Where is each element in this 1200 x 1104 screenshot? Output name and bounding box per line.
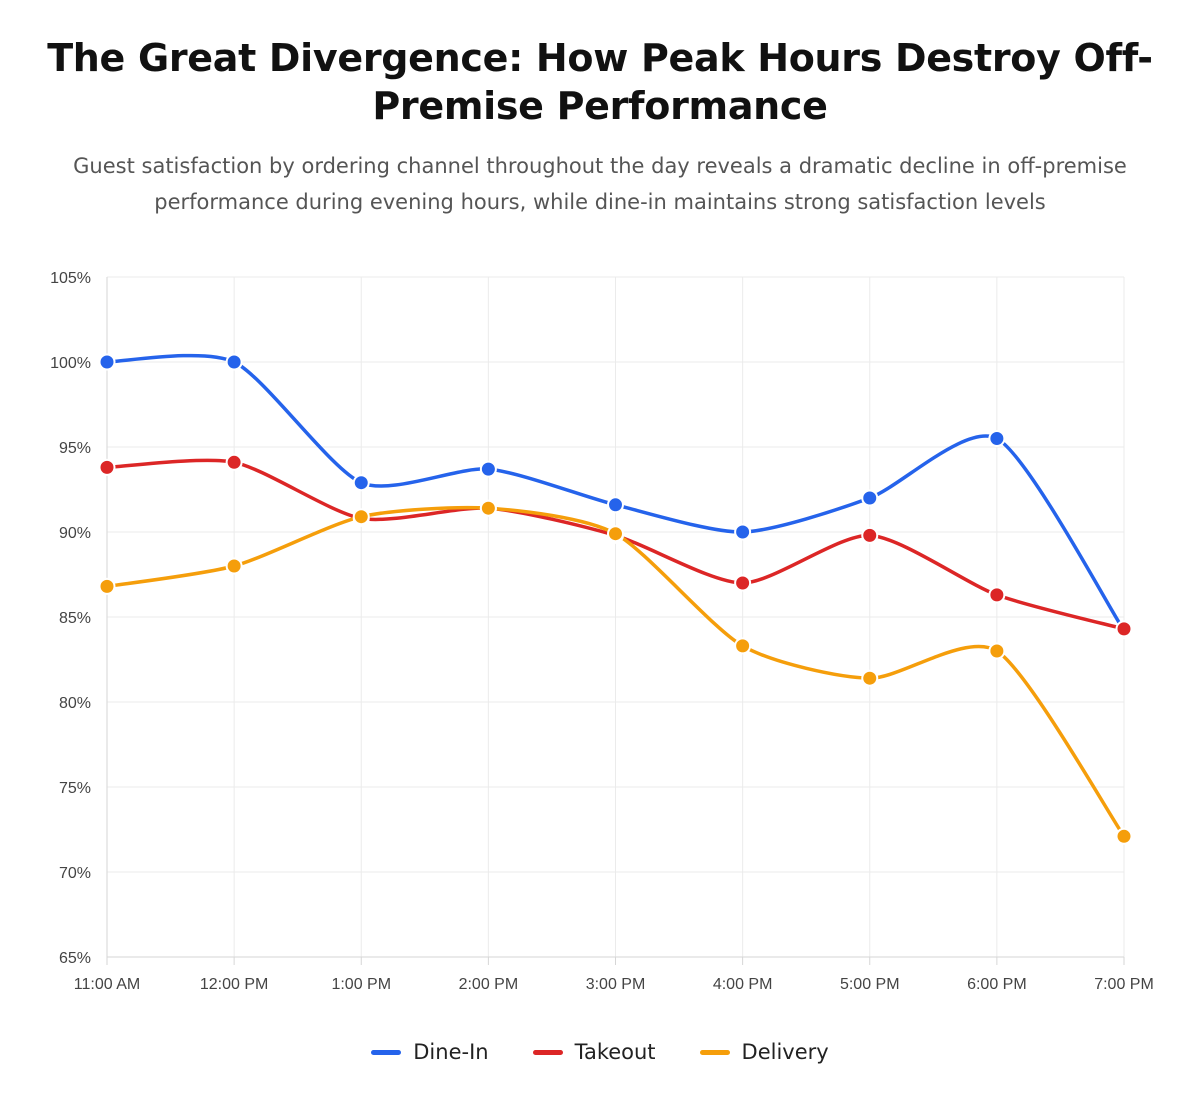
legend-item-delivery[interactable]: Delivery <box>699 1040 829 1064</box>
y-tick-label: 85% <box>59 610 91 627</box>
x-tick-label: 12:00 PM <box>200 976 268 993</box>
chart-subtitle: Guest satisfaction by ordering channel t… <box>73 154 1127 214</box>
data-point-takeout[interactable] <box>98 458 116 476</box>
x-tick-label: 4:00 PM <box>713 976 773 993</box>
data-point-dine-in[interactable] <box>352 474 370 492</box>
data-point-delivery[interactable] <box>225 557 243 575</box>
legend-swatch-dine-in <box>371 1049 402 1055</box>
y-tick-label: 90% <box>59 525 91 542</box>
data-point-takeout[interactable] <box>734 574 752 592</box>
series-points <box>98 353 1133 845</box>
legend-item-dine-in[interactable]: Dine-In <box>371 1040 489 1064</box>
y-tick-label: 75% <box>59 780 91 797</box>
data-point-dine-in[interactable] <box>225 353 243 371</box>
data-point-delivery[interactable] <box>352 508 370 526</box>
x-tick-label: 7:00 PM <box>1094 976 1154 993</box>
legend-swatch-takeout <box>532 1049 563 1055</box>
data-point-dine-in[interactable] <box>607 496 624 514</box>
y-tick-label: 100% <box>50 355 91 372</box>
data-point-delivery[interactable] <box>1115 827 1133 845</box>
data-point-delivery[interactable] <box>988 642 1006 660</box>
data-point-delivery[interactable] <box>607 525 624 543</box>
data-point-dine-in[interactable] <box>861 489 879 507</box>
legend-item-takeout[interactable]: Takeout <box>532 1040 656 1064</box>
x-tick-label: 2:00 PM <box>459 976 519 993</box>
legend-label-delivery: Delivery <box>741 1040 829 1064</box>
x-axis-ticks: 11:00 AM 12:00 PM 1:00 PM 2:00 PM 3:00 PM 4:0… <box>74 976 1154 993</box>
data-point-takeout[interactable] <box>861 526 879 544</box>
x-tick-label: 5:00 PM <box>840 976 900 993</box>
y-tick-label: 65% <box>59 950 91 967</box>
data-point-dine-in[interactable] <box>734 523 752 541</box>
data-point-delivery[interactable] <box>734 637 752 655</box>
x-tick-label: 3:00 PM <box>586 976 646 993</box>
x-tick-label: 11:00 AM <box>74 976 140 993</box>
data-point-takeout[interactable] <box>225 453 243 471</box>
legend-swatch-delivery <box>699 1049 730 1055</box>
legend: Dine-In Takeout Delivery <box>0 1040 1200 1064</box>
data-point-delivery[interactable] <box>479 499 497 517</box>
y-tick-label: 95% <box>59 440 91 457</box>
legend-label-dine-in: Dine-In <box>413 1040 489 1064</box>
y-tick-label: 70% <box>59 865 91 882</box>
y-tick-label: 80% <box>59 695 91 712</box>
y-tick-label: 105% <box>50 270 91 287</box>
legend-label-takeout: Takeout <box>574 1040 656 1064</box>
data-point-delivery[interactable] <box>861 669 879 687</box>
data-point-takeout[interactable] <box>1115 620 1133 638</box>
chart-title: The Great Divergence: How Peak Hours Des… <box>47 36 1153 128</box>
y-axis-ticks: 105% 100% 95% 90% 85% 80% 75% 70% 65% <box>50 270 91 967</box>
x-tick-label: 6:00 PM <box>967 976 1027 993</box>
data-point-takeout[interactable] <box>988 586 1006 604</box>
data-point-dine-in[interactable] <box>988 430 1006 447</box>
data-point-dine-in[interactable] <box>98 353 116 371</box>
data-point-delivery[interactable] <box>98 577 116 595</box>
x-tick-label: 1:00 PM <box>331 976 391 993</box>
data-point-dine-in[interactable] <box>479 460 497 478</box>
